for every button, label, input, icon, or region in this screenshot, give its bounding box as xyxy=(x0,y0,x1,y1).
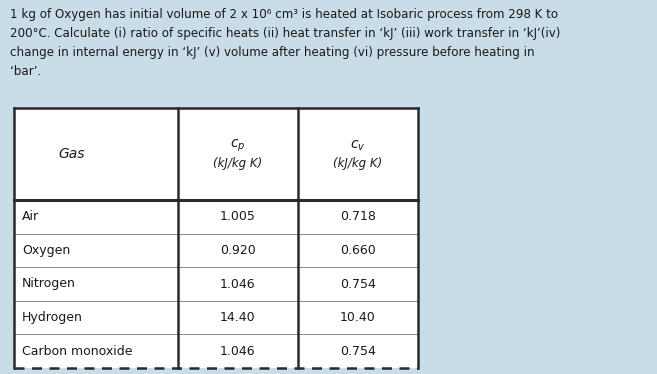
Text: Oxygen: Oxygen xyxy=(22,244,70,257)
Text: 1.046: 1.046 xyxy=(220,345,256,358)
Text: 0.920: 0.920 xyxy=(220,244,256,257)
Text: (kJ/kg K): (kJ/kg K) xyxy=(333,156,382,169)
Text: ‘bar’.: ‘bar’. xyxy=(10,65,41,78)
Text: Nitrogen: Nitrogen xyxy=(22,278,76,291)
Text: $c_v$: $c_v$ xyxy=(350,139,366,153)
Text: 10.40: 10.40 xyxy=(340,311,376,324)
Text: Hydrogen: Hydrogen xyxy=(22,311,83,324)
Text: 14.40: 14.40 xyxy=(220,311,256,324)
Text: $c_p$: $c_p$ xyxy=(230,138,246,154)
Text: change in internal energy in ‘kJ’ (v) volume after heating (vi) pressure before : change in internal energy in ‘kJ’ (v) vo… xyxy=(10,46,535,59)
Text: Carbon monoxide: Carbon monoxide xyxy=(22,345,133,358)
FancyBboxPatch shape xyxy=(14,108,418,368)
Text: 1 kg of Oxygen has initial volume of 2 x 10⁶ cm³ is heated at Isobaric process f: 1 kg of Oxygen has initial volume of 2 x… xyxy=(10,8,558,21)
Text: (kJ/kg K): (kJ/kg K) xyxy=(213,156,262,169)
Text: Gas: Gas xyxy=(58,147,85,161)
Text: 1.046: 1.046 xyxy=(220,278,256,291)
Text: 200°C. Calculate (i) ratio of specific heats (ii) heat transfer in ‘kJ’ (iii) wo: 200°C. Calculate (i) ratio of specific h… xyxy=(10,27,560,40)
Text: 0.718: 0.718 xyxy=(340,210,376,223)
Text: Air: Air xyxy=(22,210,39,223)
Text: 1.005: 1.005 xyxy=(220,210,256,223)
Text: 0.660: 0.660 xyxy=(340,244,376,257)
Text: 0.754: 0.754 xyxy=(340,345,376,358)
Text: 0.754: 0.754 xyxy=(340,278,376,291)
